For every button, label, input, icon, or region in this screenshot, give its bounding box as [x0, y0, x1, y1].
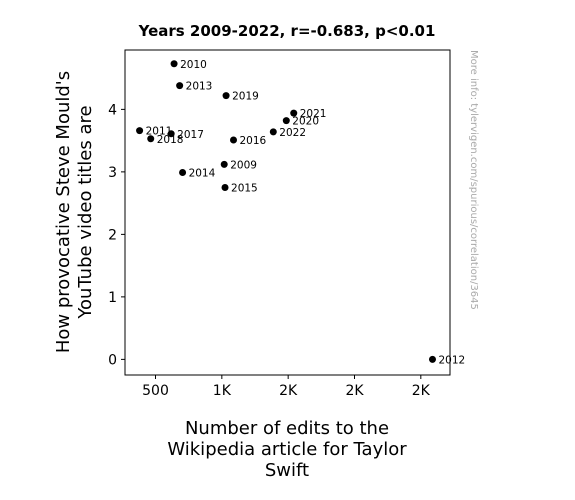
y-tick-label: 4 — [108, 102, 117, 118]
data-point-label: 2019 — [232, 91, 259, 103]
y-tick-label: 2 — [108, 227, 117, 243]
data-point — [220, 160, 228, 168]
data-point — [282, 117, 290, 125]
data-point — [176, 82, 184, 90]
data-point-label: 2021 — [300, 108, 327, 120]
y-tick-label: 1 — [108, 290, 117, 306]
data-point — [167, 130, 175, 138]
data-point — [179, 169, 187, 176]
x-axis-label-line: Wikipedia article for Taylor — [167, 439, 407, 460]
data-point-label: 2015 — [231, 183, 258, 195]
data-point — [230, 136, 238, 144]
data-point-label: 2011 — [146, 126, 173, 138]
axis-ticks: 500 1K 2K 2K 2K 0 1 2 3 4 — [108, 102, 431, 399]
x-axis-label-line: Number of edits to the — [185, 418, 389, 439]
data-point — [147, 135, 155, 143]
y-tick-label: 3 — [108, 165, 117, 181]
data-point-label: 2010 — [180, 59, 207, 71]
data-point — [136, 127, 144, 135]
x-axis-label-line: Swift — [265, 460, 309, 481]
chart-title: Years 2009-2022, r=-0.683, p<0.01 — [138, 22, 436, 40]
x-tick-label: 500 — [142, 383, 169, 399]
data-point-label: 2020 — [292, 116, 319, 128]
data-point-label: 2013 — [186, 81, 213, 93]
x-tick-label: 1K — [213, 383, 232, 399]
data-point — [428, 355, 436, 363]
data-point-label: 2018 — [157, 134, 184, 146]
data-point — [222, 92, 230, 100]
data-point-label: 2016 — [240, 135, 267, 147]
x-tick-label: 2K — [345, 383, 364, 399]
data-point-label: 2009 — [230, 159, 257, 171]
data-point-label: 2017 — [177, 129, 204, 141]
data-point — [170, 60, 178, 68]
x-tick-label: 2K — [412, 383, 431, 399]
data-point-label: 2012 — [438, 354, 465, 366]
y-tick-label: 0 — [108, 352, 117, 368]
data-point-label: 2022 — [279, 127, 306, 139]
y-axis-label: How provocative Steve Mould's YouTube vid… — [53, 71, 96, 353]
data-point — [290, 109, 298, 117]
x-tick-label: 2K — [279, 383, 298, 399]
data-points: 2009 2010 2011 2012 2013 2014 2015 2016 20172018… — [136, 59, 465, 366]
data-point — [269, 128, 277, 136]
y-axis-label-line: How provocative Steve Mould's — [53, 71, 74, 353]
data-point-label: 2014 — [189, 168, 216, 180]
watermark-text: More info: tylervigen.com/spurious/corre… — [468, 50, 479, 310]
data-point — [221, 184, 229, 191]
y-axis-label-line: YouTube video titles are — [75, 105, 96, 319]
plot-area — [124, 49, 451, 376]
